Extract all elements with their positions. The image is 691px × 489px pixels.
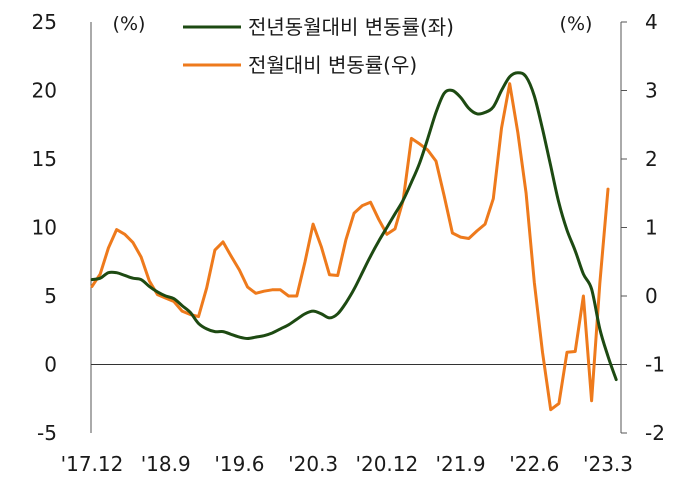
x-tick-label: '20.3 <box>288 452 338 476</box>
right-tick-label: 2 <box>645 147 658 171</box>
left-tick-label: -5 <box>37 421 57 445</box>
x-tick-label: '17.12 <box>61 452 124 476</box>
legend-label: 전월대비 변동률(우) <box>248 53 417 77</box>
x-tick-label: '21.9 <box>436 452 486 476</box>
right-tick-label: 1 <box>645 216 658 240</box>
right-tick-label: -1 <box>645 353 665 377</box>
x-tick-label: '18.9 <box>141 452 191 476</box>
series-line-mom <box>90 82 610 412</box>
right-unit-label: (%) <box>560 13 593 35</box>
x-tick-label: '23.3 <box>583 452 633 476</box>
left-tick-label: 25 <box>32 10 57 34</box>
right-tick-label: 4 <box>645 10 658 34</box>
x-tick-label: '19.6 <box>214 452 264 476</box>
left-tick-label: 0 <box>44 353 57 377</box>
left-unit-label: (%) <box>113 13 146 35</box>
left-tick-label: 5 <box>44 284 57 308</box>
x-tick-label: '20.12 <box>355 452 418 476</box>
left-tick-label: 15 <box>32 147 57 171</box>
right-tick-label: 3 <box>645 79 658 103</box>
left-tick-label: 10 <box>32 216 57 240</box>
right-tick-label: 0 <box>645 284 658 308</box>
left-tick-label: 20 <box>32 79 57 103</box>
series-lines <box>90 71 618 412</box>
series-line-yoy <box>90 71 618 382</box>
legend: 전년동월대비 변동률(좌) 전월대비 변동률(우) <box>183 15 454 77</box>
legend-label: 전년동월대비 변동률(좌) <box>248 15 454 39</box>
x-tick-label: '22.6 <box>509 452 559 476</box>
right-tick-label: -2 <box>645 421 665 445</box>
